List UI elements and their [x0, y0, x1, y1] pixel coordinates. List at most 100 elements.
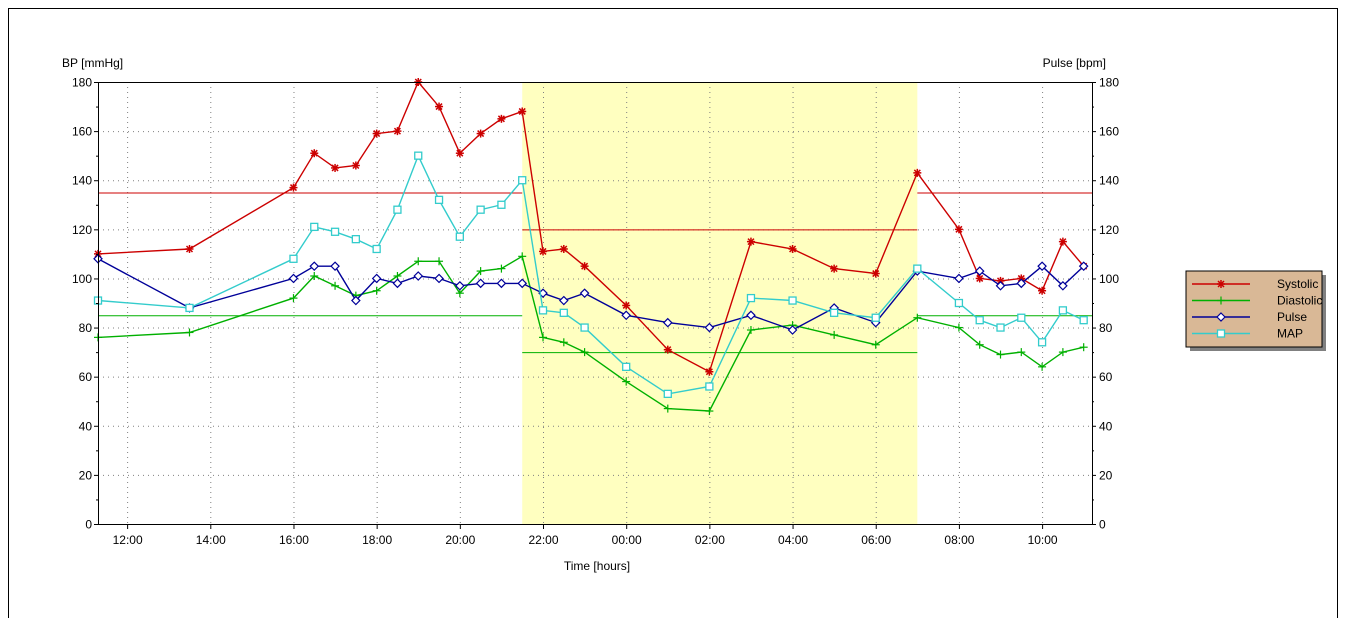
data-point [539, 333, 548, 342]
legend-box [1185, 270, 1323, 348]
data-point [1078, 261, 1089, 272]
data-point [331, 281, 340, 290]
data-point [954, 225, 963, 234]
data-point [705, 382, 714, 391]
right-axis-label: Pulse [bpm] [1043, 56, 1106, 70]
data-point [871, 340, 880, 349]
data-point [662, 317, 673, 328]
data-point [372, 129, 381, 138]
y-tick-label-right: 0 [1099, 518, 1106, 532]
data-point [1217, 296, 1225, 305]
data-point [518, 176, 527, 185]
data-point [1037, 261, 1047, 272]
data-point [497, 200, 506, 209]
data-point [1058, 306, 1068, 315]
data-point [663, 345, 672, 354]
left-axis-label: BP [mmHg] [62, 56, 123, 70]
data-point [372, 244, 381, 254]
data-point [1038, 286, 1047, 295]
data-point [1079, 316, 1088, 325]
y-tick-label-right: 120 [1099, 223, 1119, 237]
data-point [414, 257, 423, 266]
data-point [559, 244, 568, 253]
legend-entry-map: MAP [1192, 327, 1303, 341]
series-line-diastolic [97, 255, 1084, 412]
y-tick-label-left: 120 [72, 223, 92, 237]
data-point [995, 280, 1006, 291]
y-tick-label-left: 20 [79, 468, 93, 482]
data-point [476, 267, 485, 276]
data-point [185, 244, 194, 253]
data-point [975, 340, 984, 349]
data-point [559, 338, 568, 347]
data-point [185, 328, 194, 337]
data-point [996, 350, 1005, 359]
data-point [705, 367, 714, 376]
data-point [392, 278, 403, 289]
data-point [330, 261, 340, 272]
data-point [1217, 280, 1225, 288]
y-tick-label-left: 40 [79, 419, 93, 433]
legend-entry-diastolic: Diastolic [1192, 294, 1322, 308]
data-point [476, 205, 485, 214]
legend-label: Diastolic [1277, 294, 1322, 308]
x-tick-label: 02:00 [695, 533, 725, 547]
data-point [497, 264, 506, 273]
data-point [372, 286, 381, 295]
data-point [309, 261, 320, 272]
data-point [539, 247, 548, 256]
x-tick-label: 16:00 [279, 533, 309, 547]
data-point [913, 264, 922, 273]
data-point [475, 278, 486, 289]
data-point [435, 102, 444, 111]
data-point [454, 280, 465, 291]
data-point [788, 296, 797, 305]
y-tick-label-right: 20 [1099, 468, 1113, 482]
x-tick-label: 22:00 [528, 533, 558, 547]
y-tick-label-right: 60 [1099, 370, 1113, 384]
data-point [310, 222, 319, 232]
data-point [414, 151, 423, 160]
data-point [434, 273, 444, 284]
data-point [476, 129, 485, 138]
x-tick-label: 06:00 [861, 533, 891, 547]
data-point [455, 149, 464, 158]
data-point [435, 257, 444, 266]
y-tick-label-right: 140 [1099, 174, 1119, 188]
data-point [413, 271, 424, 281]
data-point [746, 326, 755, 335]
data-point [580, 323, 589, 332]
data-point [954, 323, 963, 332]
x-tick-label: 12:00 [113, 533, 143, 547]
data-point [289, 294, 298, 303]
data-point [393, 127, 402, 136]
y-tick-label-left: 140 [72, 174, 92, 188]
data-point [954, 273, 964, 284]
series-layer [93, 78, 1089, 416]
legend-entry-systolic: Systolic [1192, 277, 1318, 291]
data-point [1037, 338, 1047, 347]
data-point [330, 227, 340, 236]
data-point [185, 303, 194, 313]
data-point [538, 306, 548, 315]
y-tick-label-left: 180 [72, 76, 92, 90]
data-point [1058, 237, 1067, 246]
data-point [310, 271, 319, 280]
data-point [1058, 348, 1067, 357]
data-point [974, 266, 985, 276]
data-point [746, 293, 756, 303]
data-point [579, 288, 590, 299]
data-point [497, 114, 506, 123]
data-point [289, 183, 298, 192]
data-point [393, 205, 402, 214]
legend-label: MAP [1277, 327, 1303, 341]
data-point [829, 308, 839, 317]
y-tick-label-right: 100 [1099, 272, 1119, 286]
x-tick-label: 08:00 [944, 533, 974, 547]
data-point [954, 298, 964, 308]
data-point [518, 107, 527, 116]
data-point [496, 278, 507, 289]
data-point [663, 389, 672, 399]
data-point [434, 195, 444, 205]
